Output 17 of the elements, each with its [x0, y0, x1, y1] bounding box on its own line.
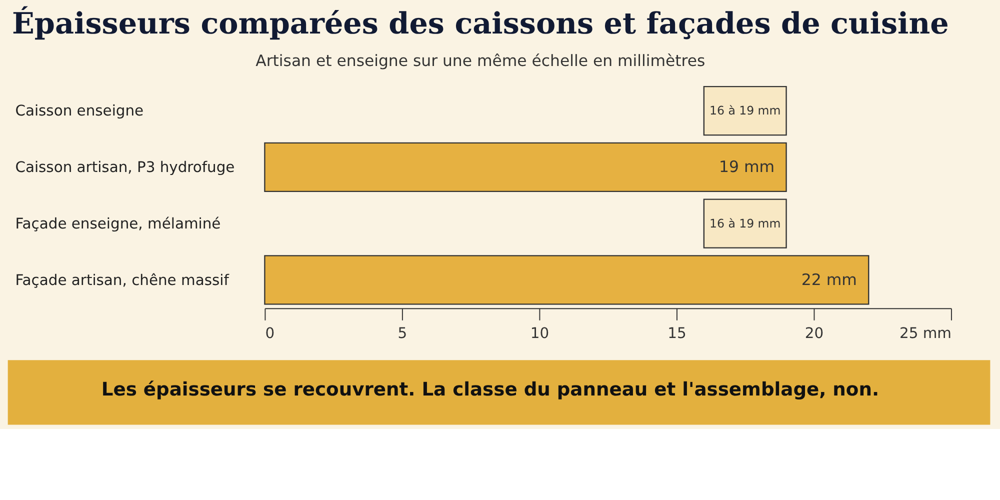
data-label: 22 mm [801, 270, 857, 289]
text: Les épaisseurs se recouvrent. La classe du panneau et l'assemblage, non. [101, 379, 880, 400]
annotation: 16 à 19 mm [709, 104, 781, 118]
y-tick-label: Caisson artisan, P3 hydrofuge [15, 159, 235, 176]
y-tick-label: Caisson enseigne [15, 102, 144, 120]
chart-title: Épaisseurs comparées des caissons et façades de cuisine [12, 6, 949, 41]
x-tick-label: 25 mm [899, 325, 952, 342]
y-tick-label: Façade enseigne, mélaminé [15, 215, 221, 232]
x-tick-label: 5 [398, 325, 408, 342]
annotation: 16 à 19 mm [709, 216, 781, 230]
chart-subtitle: Artisan et enseigne sur une même échelle en millimètres [256, 50, 706, 70]
y-tick-label: Façade artisan, chêne massif [15, 272, 230, 289]
x-tick-label: 10 [530, 325, 550, 342]
x-tick-label: 20 [804, 325, 824, 342]
data-label: 19 mm [719, 157, 775, 176]
x-tick-label: 15 [668, 325, 686, 342]
x-tick-label: 0 [265, 325, 275, 342]
